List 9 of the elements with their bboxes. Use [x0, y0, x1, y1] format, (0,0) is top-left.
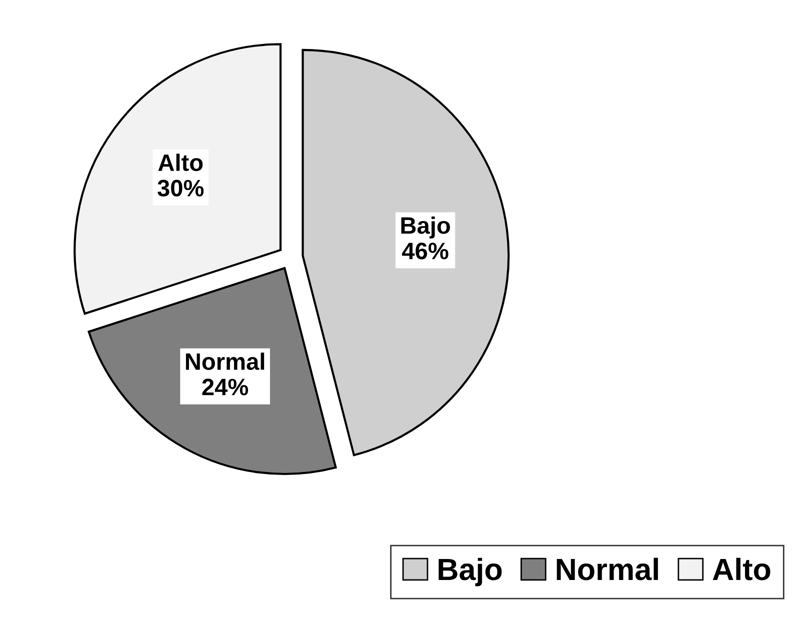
slice-label: Alto	[158, 154, 203, 172]
legend-label: Alto	[712, 558, 770, 580]
legend-label: Normal	[556, 558, 658, 580]
legend-label: Bajo	[438, 558, 502, 586]
slice-label: Normal	[186, 352, 264, 370]
data-label: 24%	[202, 378, 248, 396]
data-label: 46%	[402, 242, 448, 260]
data-label: 30%	[158, 180, 204, 197]
slice-label: Bajo	[401, 216, 450, 239]
